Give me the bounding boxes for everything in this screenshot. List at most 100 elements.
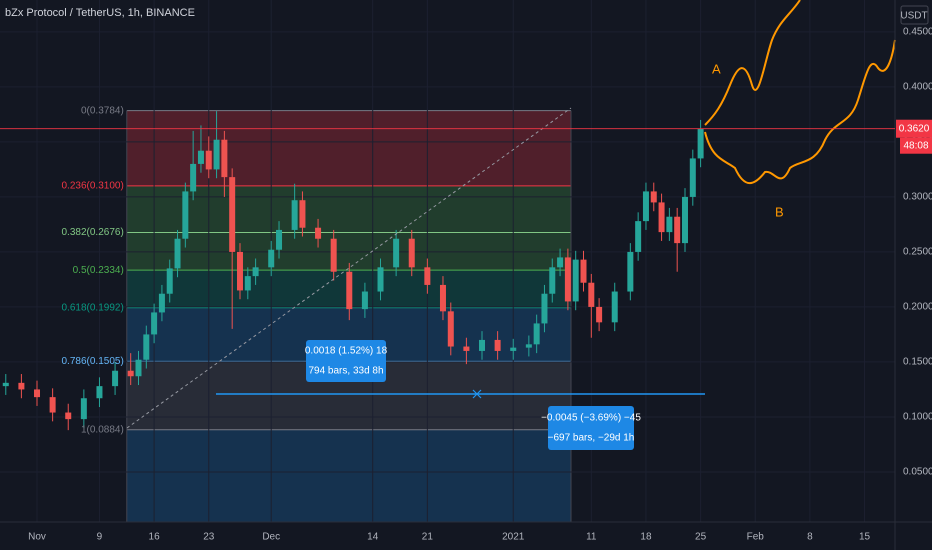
candle-body <box>174 238 181 269</box>
candle-body <box>377 267 384 292</box>
candle-body <box>158 293 165 313</box>
candle-body <box>572 259 579 302</box>
x-tick-label: Feb <box>747 532 765 543</box>
candle-body <box>588 282 595 307</box>
x-tick-label: 15 <box>859 532 871 543</box>
fib-label: 1(0.0884) <box>81 424 124 435</box>
candle-body <box>479 339 486 351</box>
chart-title: bZx Protocol / TetherUS, 1h, BINANCE <box>5 7 195 19</box>
y-tick-label: 0.0500 <box>903 467 932 478</box>
candle-body <box>49 397 56 413</box>
candle-body <box>268 249 275 268</box>
candle-body <box>408 238 415 268</box>
candle-body <box>689 158 696 197</box>
candle-body <box>564 257 571 302</box>
candle-body <box>580 259 587 283</box>
candle-body <box>674 216 681 244</box>
price-label-box <box>896 119 932 138</box>
x-tick-label: 16 <box>149 532 161 543</box>
candle-body <box>627 251 634 292</box>
y-tick-label: 0.3000 <box>903 192 932 203</box>
candle-body <box>650 191 657 203</box>
candle-body <box>361 291 368 310</box>
x-tick-label: 11 <box>586 532 597 543</box>
candle-body <box>143 334 150 360</box>
measure-text: −0.0045 (−3.69%) −45 <box>541 413 641 424</box>
price-label: 0.3620 <box>899 123 930 134</box>
measure-box <box>306 340 386 382</box>
fib-label: 0.786(0.1505) <box>62 356 124 367</box>
y-tick-label: 0.1500 <box>903 357 932 368</box>
candle-body <box>96 386 103 399</box>
candle-body <box>236 251 243 291</box>
candle-body <box>611 291 618 323</box>
x-tick-label: 8 <box>807 532 813 543</box>
candle-body <box>252 267 259 277</box>
x-tick-label: 18 <box>640 532 652 543</box>
countdown-box <box>900 137 932 154</box>
candle-body <box>315 227 322 239</box>
candle-body <box>494 339 501 351</box>
fib-zone <box>126 185 572 233</box>
candle-body <box>424 267 431 285</box>
fib-label: 0.5(0.2334) <box>73 265 124 276</box>
candle-body <box>197 150 204 164</box>
candle-body <box>525 344 532 348</box>
candle-body <box>510 347 517 351</box>
candle-body <box>34 389 41 398</box>
candle-body <box>112 370 119 387</box>
candle-body <box>127 370 134 377</box>
measure-cross <box>472 389 482 399</box>
fib-label: 0.618(0.1992) <box>62 302 124 313</box>
candle-body <box>221 139 228 178</box>
x-tick-label: Nov <box>28 532 46 543</box>
x-tick-label: 9 <box>97 532 103 543</box>
y-tick-label: 0.1000 <box>903 412 932 423</box>
candle-body <box>229 177 236 252</box>
candle-body <box>596 306 603 323</box>
candle-body <box>557 257 564 268</box>
measure-text: 0.0018 (1.52%) 18 <box>305 346 388 357</box>
measure-box <box>548 406 634 450</box>
countdown: 48:08 <box>903 140 928 151</box>
y-tick-label: 0.2500 <box>903 247 932 258</box>
candle-body <box>549 267 556 294</box>
candle-body <box>533 323 540 345</box>
candle-body <box>276 229 283 250</box>
candles <box>2 111 704 431</box>
x-tick-label: 2021 <box>502 532 525 543</box>
projection-b <box>704 39 896 185</box>
measure-text: 794 bars, 33d 8h <box>308 366 383 377</box>
candle-body <box>330 238 337 272</box>
x-tick-label: 25 <box>695 532 707 543</box>
candle-body <box>166 268 173 294</box>
candle-body <box>65 412 72 420</box>
x-tick-label: Dec <box>262 532 280 543</box>
fib-retracement <box>126 110 572 522</box>
candle-body <box>18 382 25 390</box>
annotation: B <box>775 204 784 219</box>
candle-body <box>439 284 446 312</box>
measure-text: −697 bars, −29d 1h <box>548 433 635 444</box>
candle-body <box>346 271 353 310</box>
candle-body <box>681 196 688 244</box>
candle-body <box>658 202 665 233</box>
annotation: A <box>712 61 721 76</box>
candle-body <box>463 346 470 351</box>
candle-body <box>666 216 673 233</box>
candle-body <box>213 139 220 170</box>
candle-body <box>151 312 158 335</box>
x-tick-label: 21 <box>422 532 434 543</box>
unit-label: USDT <box>900 11 927 22</box>
candle-body <box>291 200 298 230</box>
candle-body <box>299 200 306 228</box>
candle-body <box>244 276 251 291</box>
candle-body <box>80 398 87 420</box>
fib-trendline <box>126 107 572 429</box>
candle-body <box>393 238 400 268</box>
y-tick-label: 0.2000 <box>903 302 932 313</box>
y-tick-label: 0.4000 <box>903 82 932 93</box>
candle-body <box>697 128 704 159</box>
